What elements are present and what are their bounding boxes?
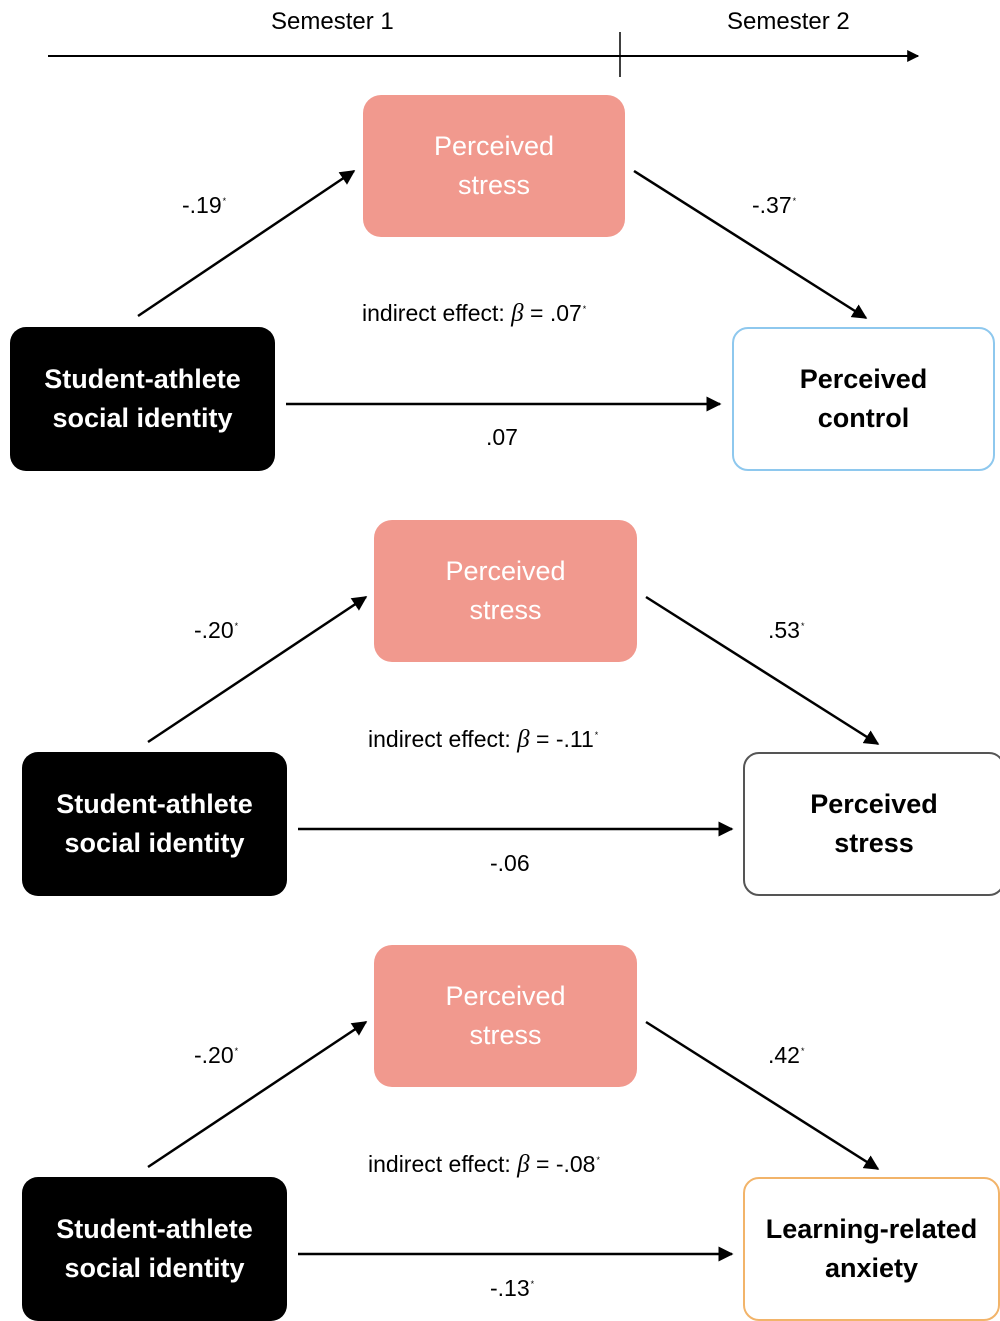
b-path-arrow-2 <box>645 595 880 746</box>
semester-2-label: Semester 2 <box>727 8 850 35</box>
b-path-arrow-3 <box>645 1020 880 1171</box>
predictor-label-2: Student-athlete social identity <box>56 789 253 858</box>
mediator-label-2: Perceived stress <box>445 556 566 625</box>
a-path-coefficient-2: -.20* <box>194 617 239 643</box>
mediator-label-1: Perceived stress <box>433 131 555 200</box>
indirect-effect-3: indirect effect: β = -.08* <box>368 1151 600 1178</box>
outcome-label-1: Perceived control <box>799 364 928 433</box>
mediator-box-1: Perceived stress <box>363 95 625 237</box>
mediator-box-2: Perceived stress <box>374 520 637 662</box>
outcome-box-2: Perceived stress <box>743 752 1000 896</box>
predictor-label-1: Student-athlete social identity <box>44 364 241 433</box>
outcome-box-3: Learning-related anxiety <box>743 1177 1000 1321</box>
indirect-effect-1: indirect effect: β = .07* <box>362 300 587 327</box>
mediator-label-3: Perceived stress <box>445 981 566 1050</box>
semester-1-label: Semester 1 <box>271 8 394 35</box>
b-path-coefficient-2: .53* <box>768 617 805 643</box>
c-path-coefficient-2: -.06 <box>490 850 530 876</box>
a-path-arrow-2 <box>147 595 368 744</box>
indirect-effect-2: indirect effect: β = -.11* <box>368 726 599 753</box>
b-path-coefficient-1: -.37* <box>752 192 797 218</box>
predictor-box-2: Student-athlete social identity <box>22 752 287 896</box>
predictor-label-3: Student-athlete social identity <box>56 1214 253 1283</box>
outcome-label-3: Learning-related anxiety <box>765 1214 978 1283</box>
a-path-arrow-3 <box>147 1020 368 1169</box>
a-path-coefficient-3: -.20* <box>194 1042 239 1068</box>
b-path-coefficient-3: .42* <box>768 1042 805 1068</box>
c-path-coefficient-1: .07 <box>486 424 518 450</box>
mediator-box-3: Perceived stress <box>374 945 637 1087</box>
a-path-coefficient-1: -.19* <box>182 192 227 218</box>
a-path-arrow-1 <box>137 169 356 318</box>
outcome-box-1: Perceived control <box>732 327 995 471</box>
b-path-arrow-1 <box>633 169 868 320</box>
predictor-box-3: Student-athlete social identity <box>22 1177 287 1321</box>
predictor-box-1: Student-athlete social identity <box>10 327 275 471</box>
c-path-coefficient-3: -.13* <box>490 1275 535 1301</box>
outcome-label-2: Perceived stress <box>810 789 938 858</box>
